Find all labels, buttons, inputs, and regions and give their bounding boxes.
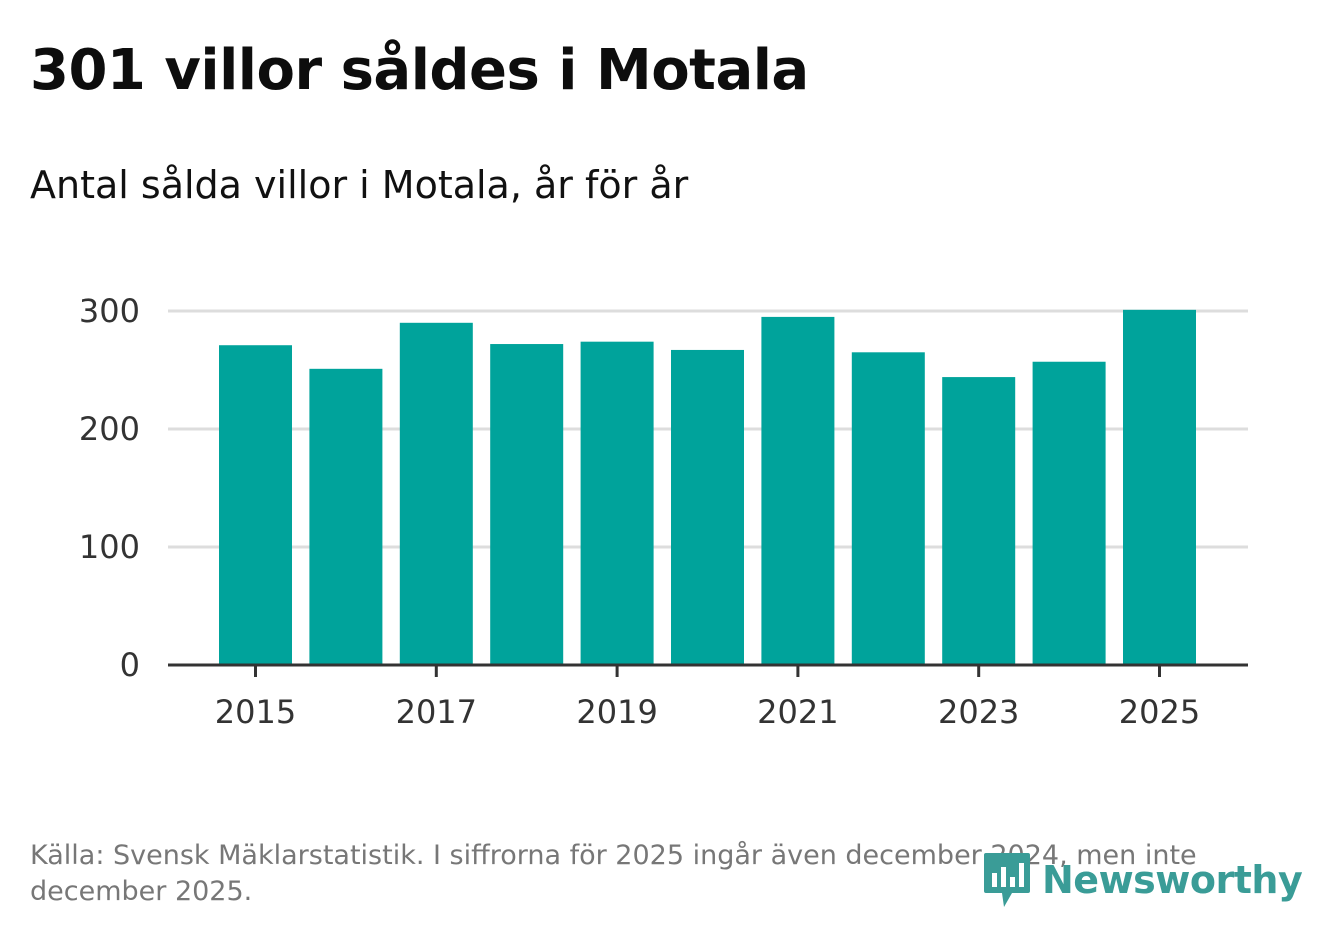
- bar-2025: [1123, 309, 1196, 665]
- bar-2022: [851, 352, 925, 665]
- bar-2023: [942, 377, 1016, 665]
- bar-2015: [219, 345, 292, 665]
- x-tick-label: 2017: [396, 693, 477, 731]
- x-tick-label: 2015: [215, 693, 296, 731]
- bar-2016: [309, 368, 383, 665]
- bar-chart: 0 100 200 300 2015 2017 2019 2021 2023 2025: [79, 292, 1248, 731]
- bar-2019: [580, 341, 654, 665]
- bar-2020: [671, 349, 744, 665]
- y-tick-label: 300: [79, 292, 140, 330]
- x-tick-label: 2025: [1119, 693, 1200, 731]
- y-tick-label: 100: [79, 528, 140, 566]
- chart-subtitle: Antal sålda villor i Motala, år för år: [30, 163, 689, 207]
- y-axis-ticks: 0 100 200 300: [79, 292, 140, 684]
- x-tick-label: 2021: [757, 693, 838, 731]
- x-tick-label: 2023: [938, 693, 1019, 731]
- bar-2017: [399, 322, 473, 665]
- newsworthy-logo: Newsworthy: [982, 850, 1303, 910]
- bar-2021: [761, 316, 835, 665]
- newsworthy-bar-chart-icon: [984, 853, 1030, 907]
- bar-2024: [1032, 361, 1106, 665]
- y-tick-label: 0: [120, 646, 140, 684]
- chart-title: 301 villor såldes i Motala: [30, 38, 809, 103]
- x-tick-label: 2019: [576, 693, 657, 731]
- bar-2018: [490, 344, 564, 665]
- y-tick-label: 200: [79, 410, 140, 448]
- bars: [219, 309, 1196, 665]
- logo-text: Newsworthy: [1042, 858, 1303, 902]
- x-axis: 2015 2017 2019 2021 2023 2025: [168, 663, 1248, 731]
